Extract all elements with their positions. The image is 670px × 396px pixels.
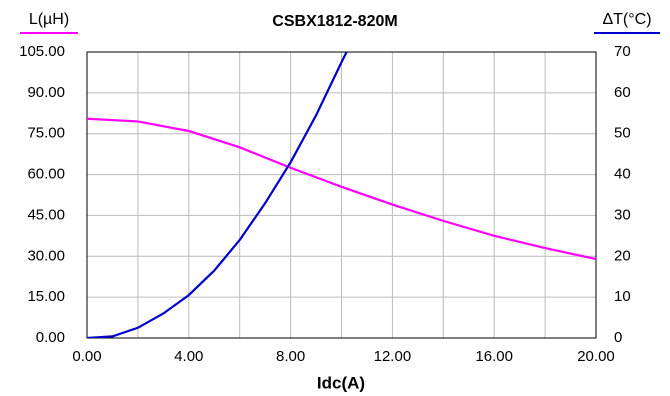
x-tick-label: 8.00 [276, 348, 305, 365]
x-tick-label: 4.00 [174, 348, 203, 365]
y2-tick-label: 50 [614, 125, 631, 142]
y2-tick-label: 40 [614, 166, 631, 183]
y-tick-label: 15.00 [27, 288, 65, 305]
y2-tick-label: 60 [614, 84, 631, 101]
x-tick-label: 20.00 [577, 348, 615, 365]
series-line [87, 52, 348, 338]
y2-tick-label: 30 [614, 206, 631, 223]
y2-tick-label: 20 [614, 247, 631, 264]
chart-title: CSBX1812-820M [272, 13, 397, 30]
y-axis-label: L(µH) [29, 11, 69, 28]
y2-tick-label: 10 [614, 288, 631, 305]
y-tick-label: 105.00 [19, 43, 65, 60]
y-tick-label: 30.00 [27, 247, 65, 264]
x-tick-label: 0.00 [72, 348, 101, 365]
y-tick-label: 45.00 [27, 206, 65, 223]
plot-frame [86, 51, 597, 339]
y-tick-label: 0.00 [36, 329, 65, 346]
y2-tick-label: 70 [614, 43, 631, 60]
y2-tick-label: 0 [614, 329, 622, 346]
y2-axis-label: ΔT(°C) [602, 11, 651, 28]
x-axis-label: Idc(A) [317, 373, 365, 392]
y-tick-label: 90.00 [27, 84, 65, 101]
series-line [87, 117, 596, 261]
y-tick-label: 75.00 [27, 125, 65, 142]
x-tick-label: 16.00 [475, 348, 513, 365]
y-tick-label: 60.00 [27, 166, 65, 183]
x-tick-label: 12.00 [374, 348, 412, 365]
